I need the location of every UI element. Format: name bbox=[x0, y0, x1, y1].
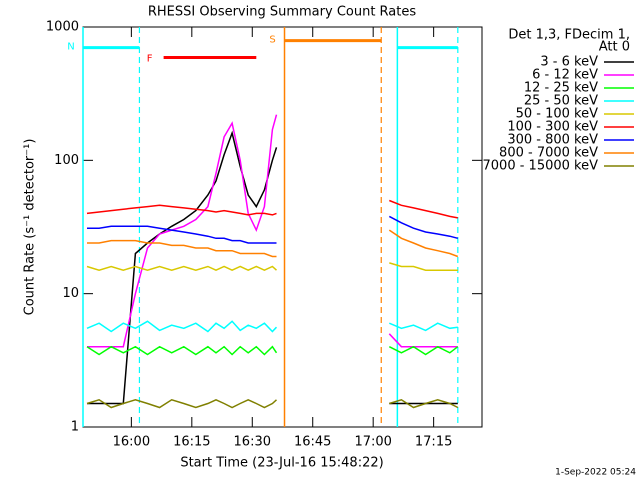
chart-title: RHESSI Observing Summary Count Rates bbox=[148, 5, 417, 20]
series-line bbox=[87, 114, 458, 348]
x-tick-label: 17:15 bbox=[415, 435, 452, 450]
legend-label: 12 - 25 keV bbox=[524, 81, 598, 96]
legend-label: 100 - 300 keV bbox=[507, 120, 598, 135]
legend-label: 50 - 100 keV bbox=[516, 107, 599, 122]
x-tick-label: 16:45 bbox=[294, 435, 331, 450]
series-line bbox=[87, 229, 459, 258]
legend-label: 800 - 7000 keV bbox=[499, 146, 598, 161]
x-tick-label: 16:30 bbox=[234, 435, 271, 450]
series-line bbox=[86, 199, 458, 219]
legend-label: 7000 - 15000 keV bbox=[483, 159, 599, 174]
x-tick-label: 16:00 bbox=[113, 435, 150, 450]
series-line bbox=[86, 345, 459, 356]
x-tick-label: 16:15 bbox=[173, 435, 210, 450]
legend-label: 3 - 6 keV bbox=[540, 55, 598, 70]
legend-title: Att 0 bbox=[599, 40, 630, 55]
flag-label: F bbox=[147, 54, 153, 65]
y-tick-label: 10 bbox=[62, 286, 79, 301]
series-line bbox=[86, 320, 458, 333]
y-tick-label: 1 bbox=[71, 420, 79, 435]
x-axis-label: Start Time (23-Jul-16 15:48:22) bbox=[180, 456, 383, 471]
series-line bbox=[87, 215, 458, 244]
legend-label: 25 - 50 keV bbox=[524, 94, 598, 109]
flag-label: N bbox=[67, 42, 74, 53]
series-line bbox=[86, 262, 458, 272]
legend-label: 6 - 12 keV bbox=[532, 68, 598, 83]
footer: 1-Sep-2022 05:24 bbox=[555, 468, 636, 478]
y-tick-label: 100 bbox=[54, 153, 79, 168]
y-tick-label: 1000 bbox=[46, 20, 79, 35]
legend-title: Det 1,3, FDecim 1, bbox=[508, 28, 630, 43]
legend-label: 300 - 800 keV bbox=[507, 133, 598, 148]
x-tick-label: 17:00 bbox=[354, 435, 391, 450]
series-line bbox=[86, 398, 459, 409]
flag-label: S bbox=[269, 35, 275, 46]
y-axis-label: Count Rate (s⁻¹ detector⁻¹) bbox=[23, 139, 38, 316]
